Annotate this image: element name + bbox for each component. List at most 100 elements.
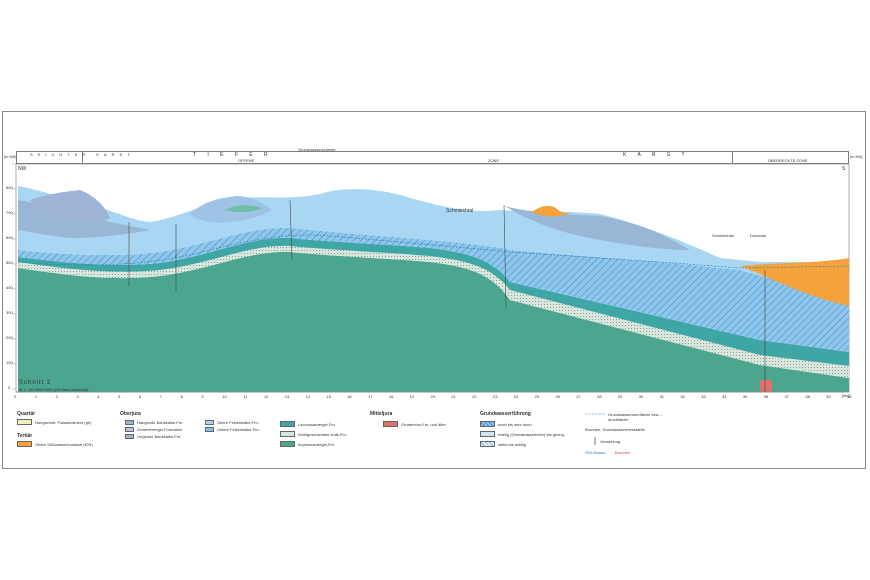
layer-impressamergel xyxy=(18,251,849,392)
legend-gw-maessig: mäßig (Grundwasserleiter) bis gering xyxy=(498,432,564,437)
y-tick: 500 xyxy=(6,260,13,265)
x-tick: 21 xyxy=(451,394,456,399)
y-tick: 700 xyxy=(6,210,13,215)
zone-offene: OFFENE xyxy=(238,158,255,163)
legend-swatch-zementmergel xyxy=(125,427,134,432)
y-tick: 200 xyxy=(6,335,13,340)
zone-ueberdeckte: ÜBERDECKTE ZONE xyxy=(768,158,808,163)
legend-liegende: Liegende Bankkalke-Fm. xyxy=(137,434,182,439)
legend-swatch-gw-hoch xyxy=(480,421,495,427)
legend-swatch-liegende xyxy=(125,434,134,439)
x-tick: 24 xyxy=(513,394,519,399)
x-tick: 1 xyxy=(34,394,38,399)
x-tick: 12 xyxy=(263,394,269,399)
y-tick: 600 xyxy=(6,235,13,240)
layer-lacunosamergel xyxy=(18,237,849,366)
layer-tertiaer-right xyxy=(740,258,849,306)
x-tick: 37 xyxy=(784,394,789,399)
legend-swatch-wohlgeschichtet xyxy=(280,431,295,437)
y-tick: 100 xyxy=(6,360,13,365)
zone-karst: K A R S T xyxy=(623,152,690,158)
x-tick: 19 xyxy=(409,394,415,399)
legend-swatch-gw-maessig xyxy=(480,431,495,437)
legend-swatch-tertiaer xyxy=(17,441,32,447)
x-tick: 2 xyxy=(55,394,58,399)
groundwater-divide: Grundwasserscheide xyxy=(298,147,336,152)
unit-left: [m NN] xyxy=(4,154,17,159)
x-tick: 25 xyxy=(534,394,540,399)
legend-grundwasser-heading: Grundwasserführung xyxy=(480,411,531,417)
layer-hangende-bankkalke-patch xyxy=(225,205,262,213)
layer-tertiaer-hill xyxy=(532,205,572,217)
legend-untere-felsenkalke: Untere Felsenkalke-Fm. xyxy=(217,427,260,432)
zone-zone: ZONE xyxy=(488,158,500,163)
x-tick: 28 xyxy=(597,394,602,399)
legend-brunnen: Brunnen, Grundwassermessstelle xyxy=(585,427,646,432)
legend-swatch-hangende xyxy=(125,420,134,425)
place-donautal: Donautal xyxy=(750,233,767,238)
legend-swatch-untere-felsenkalke xyxy=(205,427,214,432)
x-tick: 23 xyxy=(492,394,498,399)
place-schmiechtal: Schmiechtal xyxy=(446,208,474,214)
legend-quartaer-item: Hangschutt, Flusssediment (qh) xyxy=(35,420,92,425)
y-axis-ticks xyxy=(12,163,16,390)
legend-gw-mittel: mittel bis mäßig xyxy=(498,442,527,447)
legend-swatch-impressamergel xyxy=(280,441,295,447)
x-tick: 33 xyxy=(701,394,706,399)
x-tick: 9 xyxy=(201,394,204,399)
x-tick: 10 xyxy=(222,394,227,399)
zone-header: SEICHTER KARST T I E F E R K A R S T OFF… xyxy=(16,147,849,164)
x-tick: 0 xyxy=(14,394,17,399)
legend-oberjura-heading: Oberjura xyxy=(120,411,141,417)
layer-massenkalk-right xyxy=(505,206,690,250)
x-tick: 6 xyxy=(138,394,142,399)
x-tick: 8 xyxy=(180,394,183,399)
groundwater-surface xyxy=(17,234,850,269)
legend-swatch-lacunosamergel xyxy=(280,421,295,427)
legend-tertiaer-heading: Tertiär xyxy=(17,433,33,439)
x-tick: 39 xyxy=(826,394,831,399)
x-tick: 16 xyxy=(347,394,352,399)
layer-massenkalk-left xyxy=(30,190,110,222)
x-tick: 18 xyxy=(388,394,394,399)
y-tick: 300 xyxy=(6,310,13,315)
x-tick: 34 xyxy=(722,394,727,399)
legend-tertiaer-item: Obere Süßwassermolasse (tOS) xyxy=(35,442,93,447)
x-tick: 7 xyxy=(159,394,162,399)
legend-mitteljura-heading: Mitteljura xyxy=(370,411,393,417)
x-tick: 35 xyxy=(742,394,748,399)
legend-note-blue: GW-Niveau xyxy=(585,450,606,455)
legend-zementmergel: Zementmergel-Formation xyxy=(137,427,183,432)
x-tick: 30 xyxy=(638,394,644,399)
x-tick: 29 xyxy=(617,394,623,399)
layer-aquifer-hatched xyxy=(18,227,849,352)
x-tick: 22 xyxy=(472,394,477,399)
x-tick: 38 xyxy=(805,394,810,399)
x-tick: 15 xyxy=(326,394,331,399)
y-tick: 0 xyxy=(8,385,11,390)
x-tick: 27 xyxy=(576,394,581,399)
end-right: S xyxy=(842,166,846,172)
legend-swatch-mitteljura xyxy=(383,421,398,427)
place-schmiechtal-2: Schmiechtal xyxy=(712,233,734,238)
x-tick: 31 xyxy=(659,394,665,399)
legend-hangende: Hangende Bankkalke-Fm. xyxy=(137,420,184,425)
x-tick: 3 xyxy=(76,394,79,399)
legend-note-red: Brunnen xyxy=(615,450,631,455)
legend-mitteljura-item: Ornatenton-Fm. und älter xyxy=(401,422,446,427)
x-tick: 5 xyxy=(118,394,121,399)
layer-mitteljura xyxy=(760,380,772,392)
x-tick: 32 xyxy=(680,394,685,399)
section-scale: M 1 : 50 000/1:500 (10,0fach überhöht) xyxy=(19,387,89,392)
zone-seichter-karst: SEICHTER KARST xyxy=(30,152,135,157)
x-tick: 13 xyxy=(284,394,290,399)
x-tick: 36 xyxy=(763,394,769,399)
legend-gw-surface: Grundwasseroberfläche bzw. -druckfläche xyxy=(608,412,663,422)
legend-impressamergel: Impressamergel-Fm. xyxy=(298,442,335,447)
legend-wohlgeschichtet: Wohlgeschichtete-Kalk-Fm. xyxy=(298,432,347,437)
layer-wohlgeschichtet xyxy=(18,245,849,378)
legend-swatch-quartaer xyxy=(17,419,32,425)
x-tick: 40 xyxy=(847,394,852,399)
y-tick: 400 xyxy=(6,285,13,290)
x-tick: 17 xyxy=(368,394,373,399)
